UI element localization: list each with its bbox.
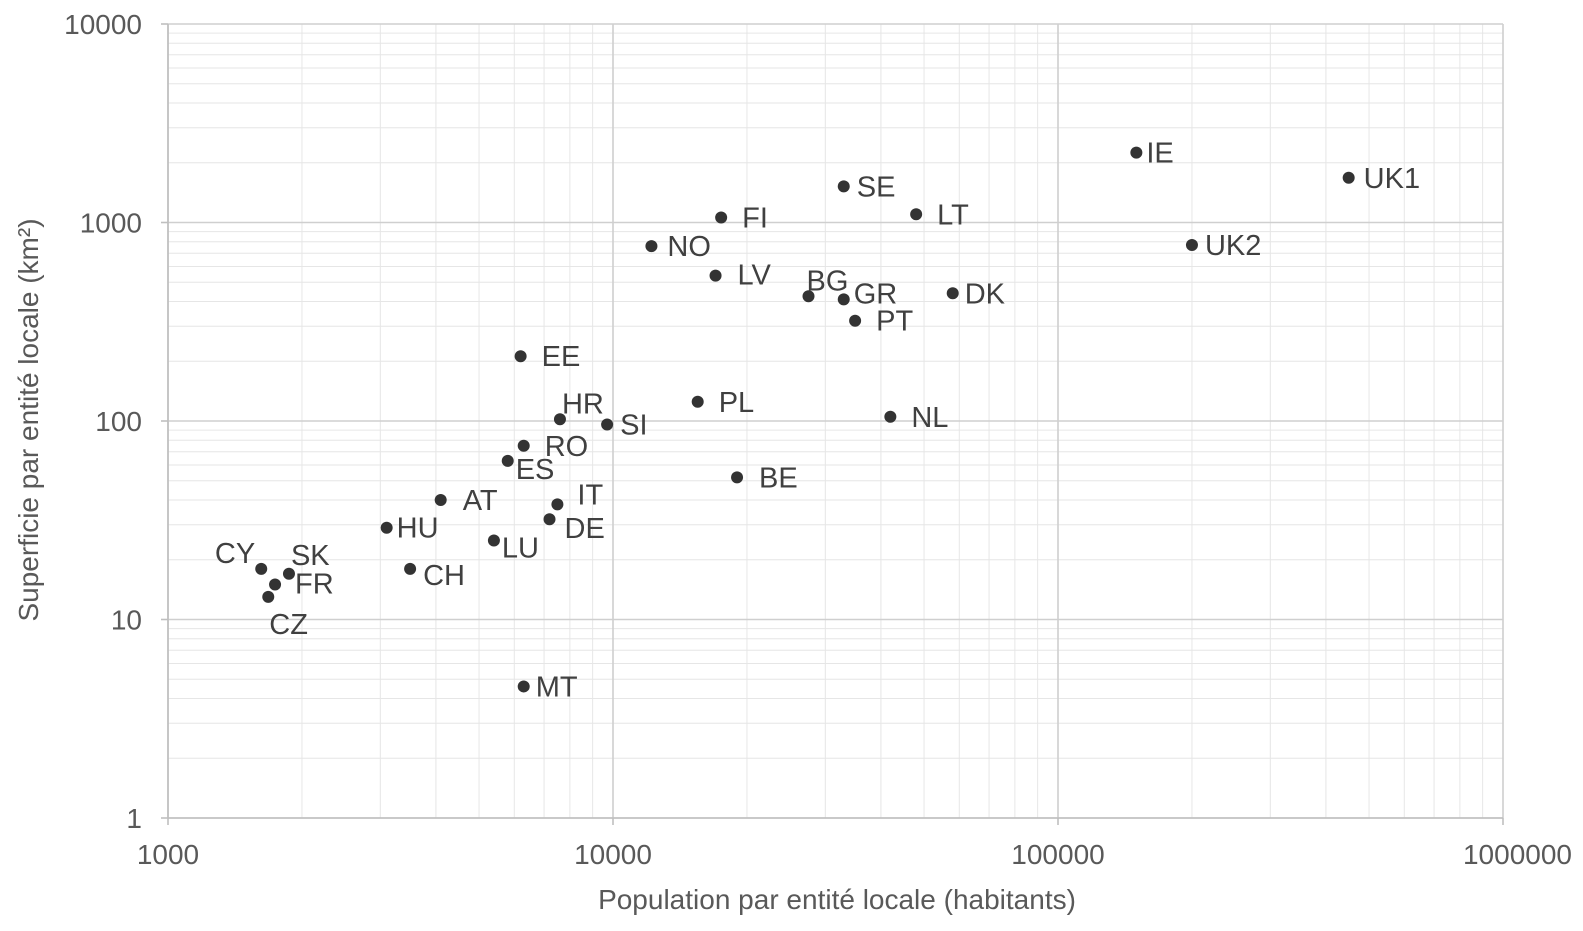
point-ch <box>404 562 417 575</box>
point-sk <box>282 567 295 580</box>
point-fr <box>269 578 282 591</box>
point-de <box>543 513 556 526</box>
point-si <box>601 418 614 431</box>
point-gr <box>837 293 850 306</box>
x-axis-title: Population par entité locale (habitants) <box>598 884 1076 915</box>
point-be <box>731 471 744 484</box>
point-es <box>501 454 514 467</box>
point-uk2 <box>1185 239 1198 252</box>
point-label-fr: FR <box>295 569 334 601</box>
point-dk <box>946 287 959 300</box>
point-label-hr: HR <box>562 388 604 420</box>
point-label-fi: FI <box>742 202 768 234</box>
point-hr <box>553 413 566 426</box>
point-lt <box>910 208 923 221</box>
point-fi <box>715 211 728 224</box>
x-tick-label: 1000000 <box>1463 839 1572 870</box>
x-tick-label: 1000 <box>137 839 199 870</box>
point-label-de: DE <box>565 513 605 545</box>
point-label-it: IT <box>577 479 603 511</box>
data-points <box>255 146 1355 693</box>
point-pt <box>849 314 862 327</box>
y-tick-label: 10 <box>111 605 142 636</box>
point-label-ch: CH <box>423 560 465 592</box>
point-label-uk2: UK2 <box>1205 230 1261 262</box>
point-mt <box>517 680 530 693</box>
point-pl <box>691 395 704 408</box>
point-uk1 <box>1342 171 1355 184</box>
point-lu <box>487 534 500 547</box>
point-label-hu: HU <box>397 513 439 545</box>
point-nl <box>884 410 897 423</box>
point-label-bg: BG <box>807 265 849 297</box>
point-label-es: ES <box>516 454 555 486</box>
point-it <box>551 498 564 511</box>
point-cy <box>255 562 268 575</box>
point-bg <box>802 290 815 303</box>
point-label-pt: PT <box>876 306 913 338</box>
point-ie <box>1130 146 1143 159</box>
point-label-cz: CZ <box>269 609 308 641</box>
point-label-pl: PL <box>719 387 754 419</box>
point-ro <box>517 439 530 452</box>
y-tick-label: 1000 <box>80 208 142 239</box>
point-at <box>434 493 447 506</box>
point-no <box>645 240 658 253</box>
point-label-si: SI <box>620 410 647 442</box>
x-tick-label: 100000 <box>1011 839 1104 870</box>
y-axis-title: Superficie par entité locale (km²) <box>13 218 44 621</box>
point-label-lt: LT <box>937 199 969 231</box>
point-label-cy: CY <box>215 538 255 570</box>
point-labels: IE UK1 UK2 SE LT FI NO LV BG GR DK PT EE PL NL HR SI ROES… <box>215 138 1420 704</box>
y-tick-label: 100 <box>95 406 142 437</box>
point-label-sk: SK <box>291 540 330 572</box>
x-tick-label: 10000 <box>574 839 652 870</box>
point-label-uk1: UK1 <box>1364 163 1420 195</box>
point-se <box>837 180 850 193</box>
tick-labels: 1000 10000 100000 1000000 1 10 100 1000 10000 <box>64 9 1572 870</box>
point-label-be: BE <box>759 462 798 494</box>
point-ee <box>514 350 527 363</box>
point-label-ee: EE <box>542 341 581 373</box>
point-label-no: NO <box>667 231 711 263</box>
point-label-lv: LV <box>738 260 772 292</box>
point-label-nl: NL <box>911 402 948 434</box>
point-label-mt: MT <box>536 671 578 703</box>
point-hu <box>380 521 393 534</box>
point-label-se: SE <box>857 171 896 203</box>
point-lv <box>709 269 722 282</box>
point-label-ro: RO <box>545 431 589 463</box>
point-label-gr: GR <box>854 278 898 310</box>
point-cz <box>262 590 275 603</box>
point-label-dk: DK <box>965 278 1006 310</box>
point-label-lu: LU <box>502 533 539 565</box>
y-tick-label: 1 <box>126 803 142 834</box>
axes <box>161 23 1504 825</box>
point-label-at: AT <box>463 485 498 517</box>
point-label-ie: IE <box>1146 138 1173 170</box>
y-tick-label: 10000 <box>64 9 142 40</box>
